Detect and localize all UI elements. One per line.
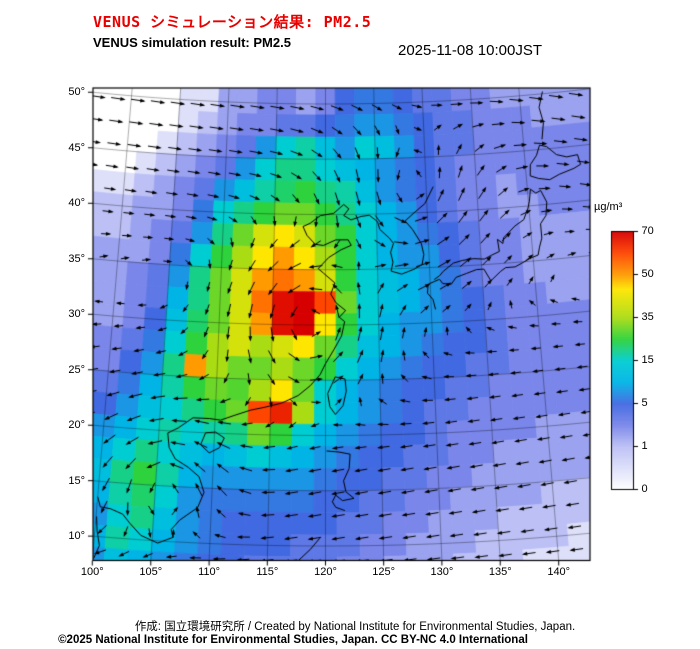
lat-tick-label: 20° — [68, 419, 85, 432]
lon-tick-label: 125° — [372, 565, 396, 578]
colorbar-unit-label: µg/m³ — [594, 201, 623, 213]
colorbar-tick-label: 15 — [641, 354, 654, 366]
lon-tick-label: 140° — [547, 565, 571, 578]
colorbar-tick-label: 70 — [641, 225, 654, 237]
lat-tick-label: 35° — [68, 252, 85, 265]
lon-tick-label: 120° — [314, 565, 337, 578]
lon-tick-label: 115° — [256, 565, 279, 578]
colorbar-tick-label: 1 — [641, 440, 648, 452]
colorbar-tick-label: 50 — [641, 268, 654, 280]
lat-tick-label: 50° — [68, 86, 85, 99]
lon-tick-label: 135° — [488, 565, 512, 578]
lat-tick-label: 25° — [68, 363, 85, 376]
page-title-en: VENUS simulation result: PM2.5 — [93, 35, 291, 50]
colorbar-tick-label: 5 — [641, 397, 648, 409]
lat-tick-label: 45° — [68, 141, 85, 154]
timestamp: 2025-11-08 10:00JST — [398, 42, 542, 59]
page-title-ja: VENUS シミュレーション結果: PM2.5 — [93, 13, 372, 31]
lon-tick-label: 110° — [198, 565, 221, 578]
lon-tick-label: 130° — [430, 565, 454, 578]
lat-tick-label: 15° — [68, 474, 85, 487]
lon-tick-label: 100° — [80, 565, 104, 578]
lon-tick-label: 105° — [139, 565, 163, 578]
lat-tick-label: 10° — [68, 530, 85, 543]
footer-credit: 作成: 国立環境研究所 / Created by National Instit… — [134, 621, 576, 633]
colorbar-tick-label: 35 — [641, 311, 654, 323]
lat-tick-label: 30° — [68, 308, 85, 321]
lat-tick-label: 40° — [68, 197, 85, 210]
colorbar-tick-label: 0 — [641, 483, 648, 495]
footer-license: ©2025 National Institute for Environment… — [58, 634, 528, 646]
